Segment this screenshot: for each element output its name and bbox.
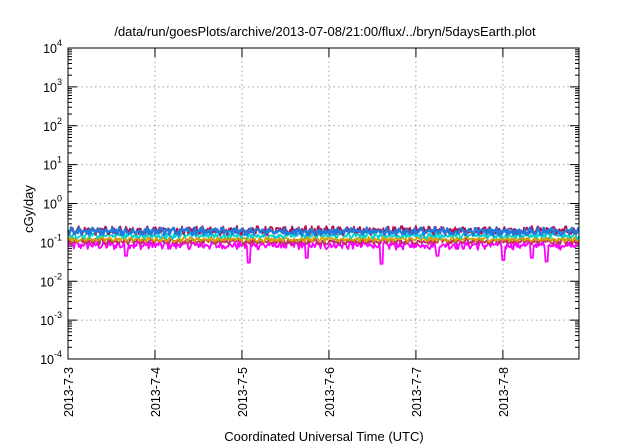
y-tick-label: 100 [43, 194, 62, 212]
x-tick-label: 2013-7-5 [236, 367, 250, 417]
chart-title: /data/run/goesPlots/archive/2013-07-08/2… [114, 24, 536, 39]
grid-lines [68, 48, 579, 359]
y-tick-label: 10-3 [40, 310, 62, 328]
y-tick-label: 10-2 [40, 271, 62, 289]
x-axis: 2013-7-3 2013-7-4 2013-7-5 2013-7-6 2013-7-7… [62, 48, 511, 417]
x-axis-label: Coordinated Universal Time (UTC) [224, 429, 423, 444]
y-tick-label: 10-4 [40, 349, 62, 367]
y-tick-label: 101 [43, 155, 62, 173]
y-tick-label: 103 [43, 77, 62, 95]
x-tick-label: 2013-7-3 [62, 367, 76, 417]
y-tick-label: 10-1 [40, 232, 62, 250]
y-tick-label: 102 [43, 116, 62, 134]
plot-series [67, 224, 580, 265]
x-tick-label: 2013-7-7 [410, 367, 424, 417]
series-line [67, 226, 580, 237]
y-tick-label: 104 [43, 38, 62, 56]
x-tick-label: 2013-7-6 [323, 367, 337, 417]
y-axis-label: cGy/day [21, 185, 36, 233]
x-tick-label: 2013-7-4 [149, 367, 163, 417]
y-axis: 10-4 10-3 10-2 10-1 100 101 102 103 104 [40, 38, 579, 367]
series-line [67, 239, 580, 265]
x-tick-label: 2013-7-8 [497, 367, 511, 417]
series-line [67, 231, 580, 240]
plot-frame [67, 47, 580, 360]
